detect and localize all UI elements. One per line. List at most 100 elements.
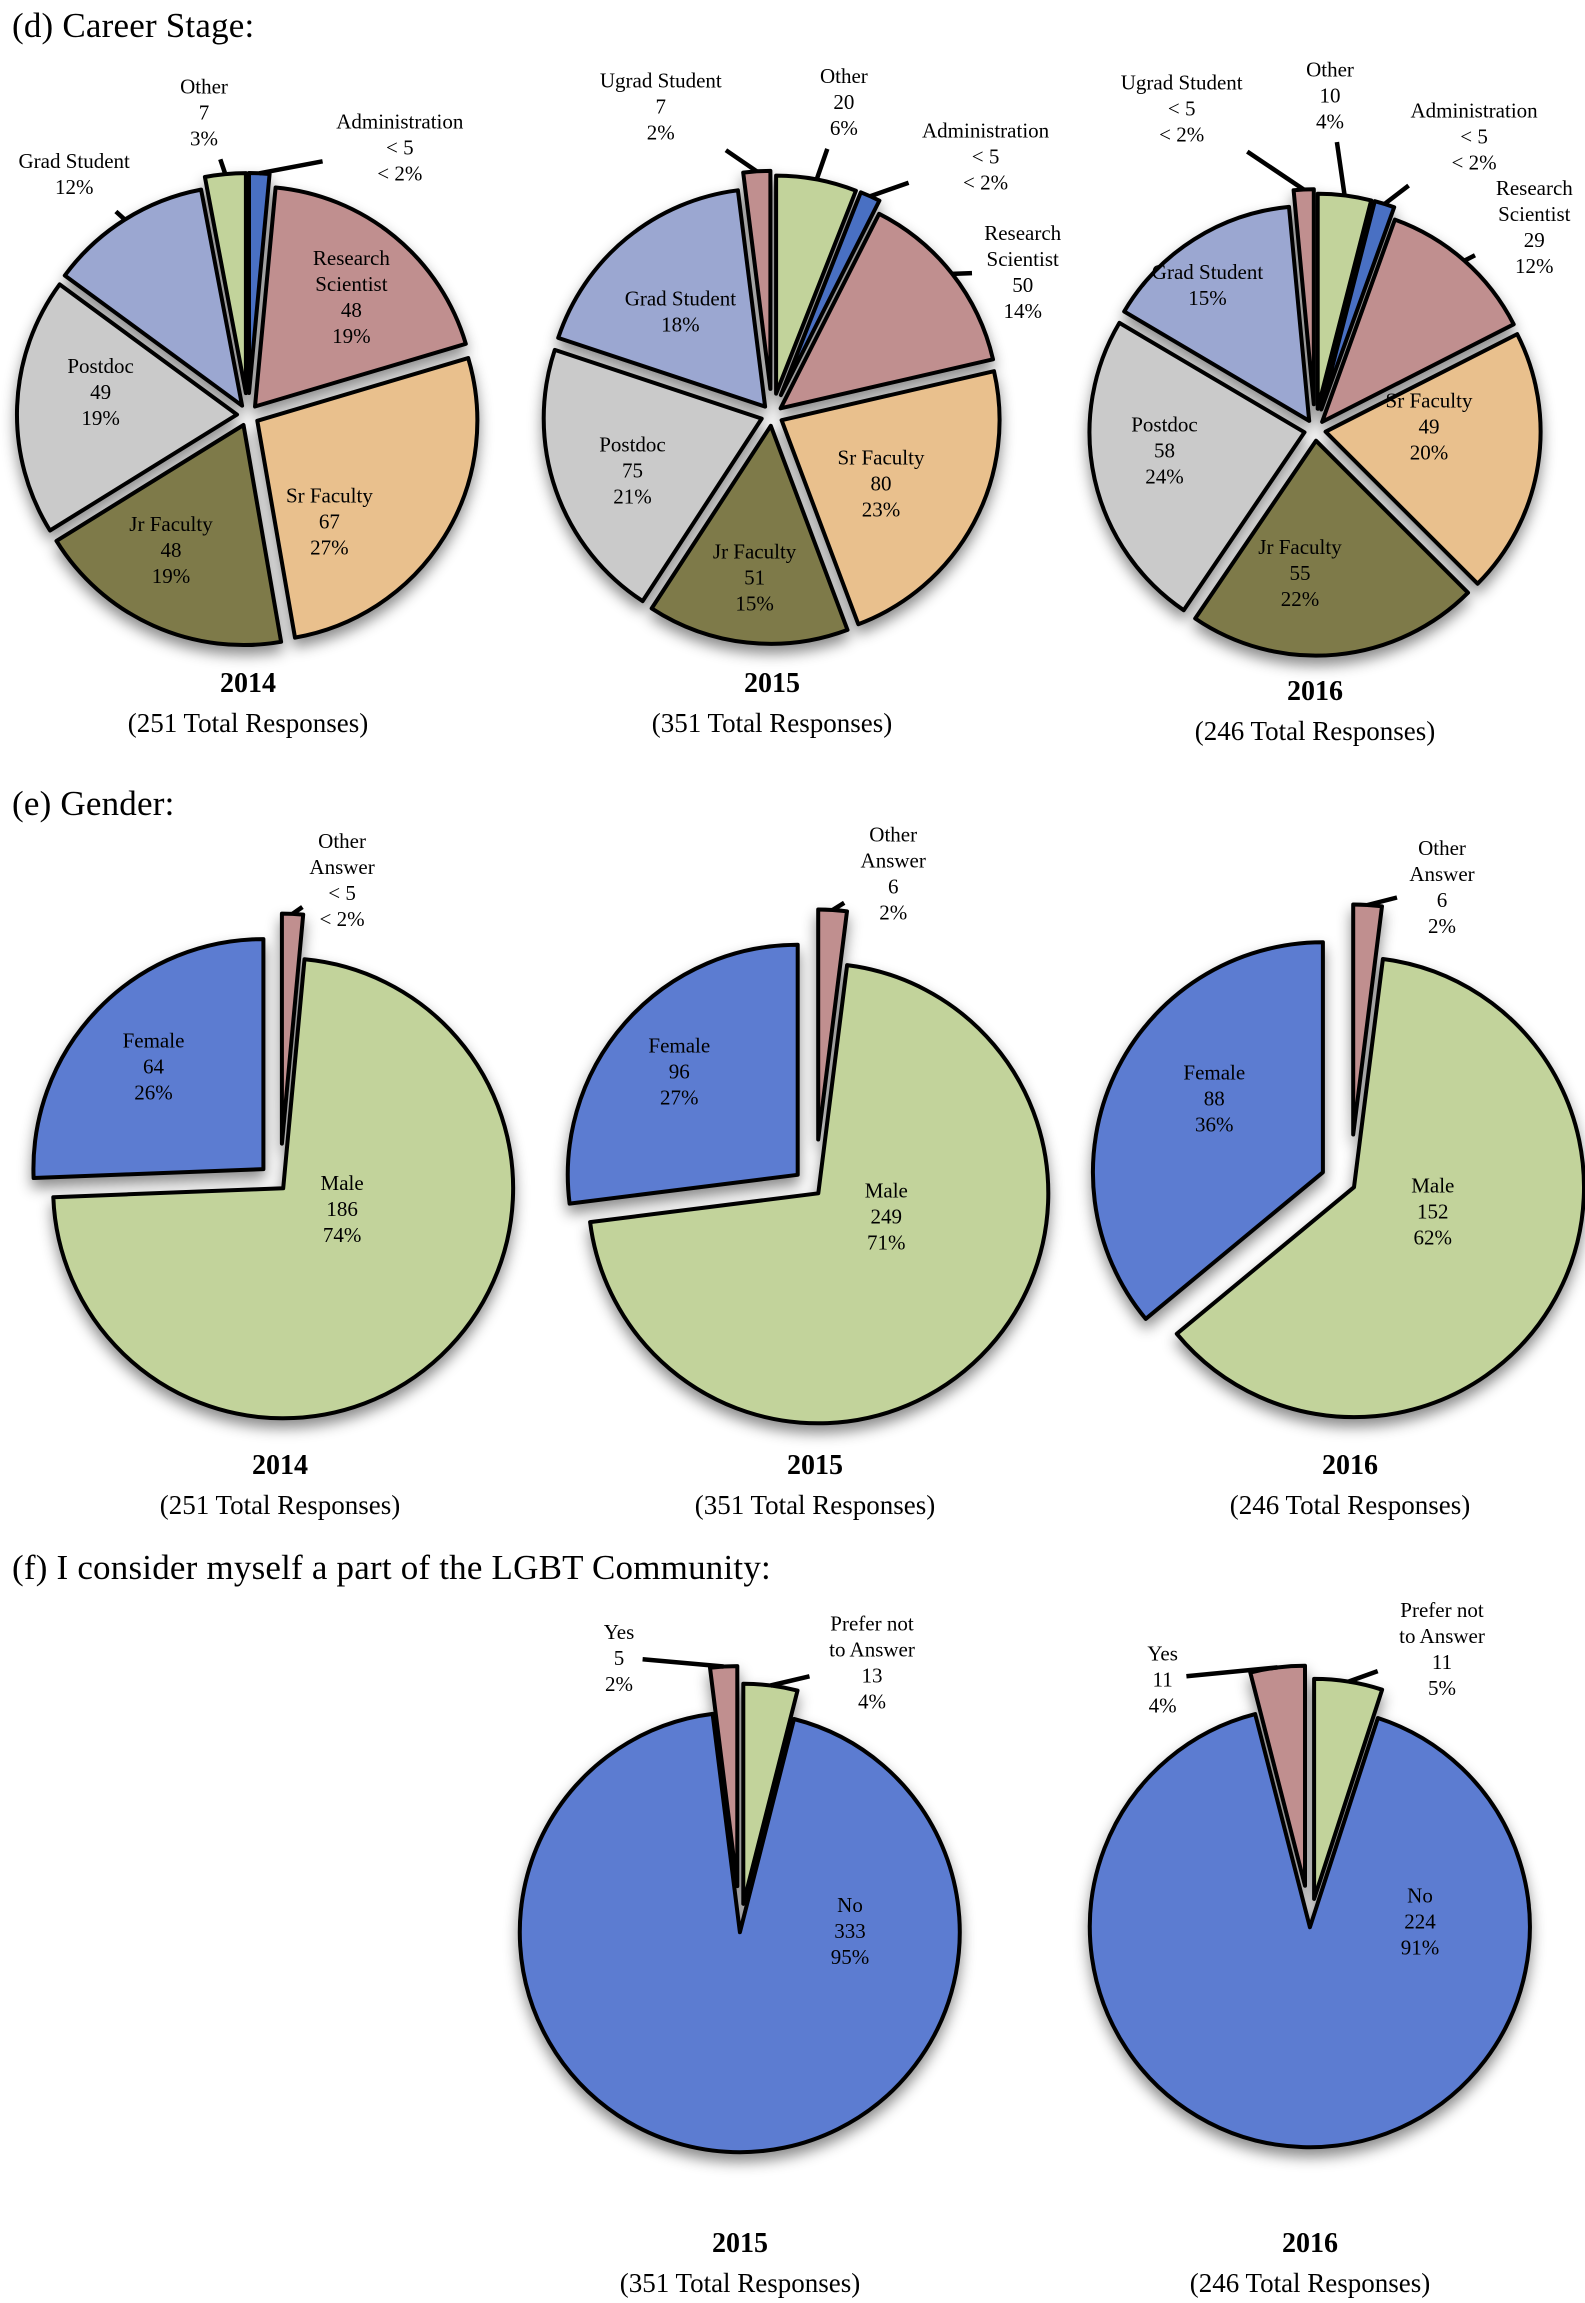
leader-line-lgbt-2016-yes (1186, 1665, 1278, 1679)
slice-label-gender-2014-female: Female 64 26% (123, 1028, 185, 1104)
slice-label-career-2016-jr-faculty: Jr Faculty 55 22% (1258, 535, 1342, 611)
chart-year-career-2014: 2014 (220, 668, 276, 699)
chart-year-gender-2014: 2014 (252, 1450, 308, 1481)
slice-label-gender-2014-other-answer: Other Answer < 5 < 2% (309, 829, 374, 931)
chart-total-lgbt-2016: (246 Total Responses) (1190, 2268, 1431, 2298)
slice-label-gender-2016-male: Male 152 62% (1411, 1173, 1454, 1249)
section-e-title: (e) Gender: (12, 784, 175, 823)
leader-line-career-2015-ugrad-student (724, 148, 758, 174)
leader-line-career-2014-administration (258, 159, 324, 176)
slice-label-career-2016-ugrad-student: Ugrad Student < 5 < 2% (1121, 71, 1243, 147)
chart-year-gender-2015: 2015 (787, 1450, 843, 1481)
slice-lgbt-2015-no (517, 1711, 962, 2155)
pie-slices-lgbt-2016 (1087, 1663, 1532, 2150)
slice-career-2014-sr-faculty (255, 356, 480, 640)
leader-line-career-2016-ugrad-student (1246, 149, 1305, 192)
chart-total-career-2014: (251 Total Responses) (128, 708, 369, 738)
pie-slices-gender-2014 (31, 911, 516, 1421)
slice-career-2016-jr-faculty (1193, 438, 1470, 658)
slice-label-career-2015-ugrad-student: Ugrad Student 7 2% (600, 68, 722, 144)
slice-label-career-2015-sr-faculty: Sr Faculty 80 23% (838, 446, 925, 522)
leader-line-career-2015-other (814, 148, 830, 181)
section-f-title: (f) I consider myself a part of the LGBT… (12, 1548, 771, 1587)
slice-label-career-2014-grad-student: Grad Student 12% (18, 149, 130, 199)
slice-career-2016-sr-faculty (1323, 332, 1543, 586)
slice-label-lgbt-2015-yes: Yes 5 2% (604, 1620, 635, 1696)
slice-career-2014-postdoc (14, 282, 239, 533)
slice-career-2016-postdoc (1087, 320, 1307, 613)
pie-slices-career-2014 (14, 171, 480, 648)
charts-root: Administration < 5 < 2% Research Scientist 48… (14, 58, 1585, 2298)
section-d-title: (d) Career Stage: (12, 6, 255, 45)
slice-label-lgbt-2015-no: No 333 95% (831, 1893, 870, 1969)
chart-year-lgbt-2016: 2016 (1282, 2228, 1338, 2259)
pie-slices-gender-2016 (1090, 902, 1585, 1420)
chart-year-lgbt-2015: 2015 (712, 2228, 768, 2259)
slice-label-career-2015-administration: Administration < 5 < 2% (922, 119, 1050, 195)
chart-year-career-2016: 2016 (1287, 676, 1343, 707)
slice-gender-2015-male (588, 963, 1051, 1426)
leader-line-career-2015-research-scientist (952, 270, 973, 277)
slice-label-gender-2016-female: Female 88 36% (1183, 1061, 1245, 1137)
slice-label-gender-2014-male: Male 186 74% (321, 1171, 364, 1247)
leader-line-career-2014-other (218, 158, 228, 175)
slice-label-career-2016-other: Other 10 4% (1306, 58, 1354, 134)
slice-label-career-2015-other: Other 20 6% (820, 64, 868, 140)
slice-label-career-2016-postdoc: Postdoc 58 24% (1131, 412, 1198, 488)
pie-chart-career-2016: Other 10 4% Administration < 5 < 2%Research Sc… (1087, 58, 1573, 746)
slice-label-career-2016-sr-faculty: Sr Faculty 49 20% (1386, 389, 1473, 465)
leader-line-career-2016-other (1334, 141, 1347, 196)
slice-label-gender-2015-other-answer: Other Answer 6 2% (861, 823, 926, 925)
chart-total-career-2015: (351 Total Responses) (652, 708, 893, 738)
slice-career-2015-postdoc (541, 347, 764, 604)
pie-chart-gender-2014: Other Answer < 5 < 2% Male 186 74% Female 64 26% 2… (31, 829, 516, 1520)
slice-lgbt-2016-no (1087, 1712, 1532, 2150)
slice-label-career-2015-research-scientist: Research Scientist 50 14% (984, 221, 1061, 323)
slice-label-gender-2016-other-answer: Other Answer 6 2% (1409, 836, 1474, 938)
slice-career-2015-ugrad-student (741, 168, 773, 391)
leader-line-lgbt-2015-prefer-not-to-answer (770, 1674, 811, 1688)
slice-label-career-2015-postdoc: Postdoc 75 21% (599, 433, 666, 509)
slice-label-career-2016-grad-student: Grad Student 15% (1152, 260, 1264, 310)
slice-career-2014-research-scientist (253, 185, 468, 409)
leader-line-lgbt-2016-prefer-not-to-answer (1347, 1668, 1379, 1684)
slice-gender-2015-female (565, 942, 800, 1206)
slice-label-gender-2015-female: Female 96 27% (648, 1033, 710, 1109)
pie-chart-gender-2015: Other Answer 6 2% Male 249 71% Female 96 27% 2015 (… (565, 823, 1051, 1520)
slice-label-career-2016-administration: Administration < 5 < 2% (1411, 98, 1539, 174)
slice-gender-2014-female (31, 937, 266, 1180)
slice-label-career-2014-other: Other 7 3% (180, 74, 228, 150)
slice-label-lgbt-2016-yes: Yes 11 4% (1147, 1642, 1178, 1718)
chart-total-gender-2015: (351 Total Responses) (695, 1490, 936, 1520)
leader-line-gender-2016-other-answer (1367, 895, 1398, 908)
slice-label-career-2014-postdoc: Postdoc 49 19% (67, 354, 134, 430)
leader-line-lgbt-2015-yes (642, 1657, 724, 1669)
leader-line-gender-2014-other-answer (291, 905, 304, 916)
slice-label-lgbt-2015-prefer-not-to-answer: Prefer not to Answer 13 4% (829, 1612, 915, 1714)
slice-career-2014-jr-faculty (54, 423, 284, 648)
chart-total-gender-2014: (251 Total Responses) (160, 1490, 401, 1520)
pie-chart-gender-2016: Other Answer 6 2% Male 152 62% Female 88 36% 2016 (… (1090, 836, 1585, 1520)
slice-lgbt-2015-prefer-not-to-answer (741, 1681, 800, 1906)
slice-label-career-2015-grad-student: Grad Student 18% (625, 286, 737, 336)
leader-line-gender-2015-other-answer (831, 900, 846, 912)
slice-gender-2016-male (1174, 957, 1585, 1420)
slice-label-lgbt-2016-prefer-not-to-answer: Prefer not to Answer 11 5% (1399, 1598, 1485, 1700)
chart-year-gender-2016: 2016 (1322, 1450, 1378, 1481)
slice-career-2015-administration (778, 190, 882, 398)
slice-career-2014-grad-student (62, 187, 245, 408)
chart-total-gender-2016: (246 Total Responses) (1230, 1490, 1471, 1520)
pie-slices-lgbt-2015 (517, 1664, 962, 2155)
pie-chart-lgbt-2015: Prefer not to Answer 13 4% No 333 95% Yes 5 2% 201… (517, 1612, 962, 2298)
slice-label-lgbt-2016-no: No 224 91% (1401, 1884, 1440, 1960)
pie-slices-gender-2015 (565, 907, 1051, 1426)
pie-chart-career-2015: Other 20 6% Administration < 5 < 2% Research Sc… (541, 64, 1062, 738)
slice-label-career-2014-sr-faculty: Sr Faculty 67 27% (286, 484, 373, 560)
slice-career-2015-other (774, 173, 858, 396)
slice-gender-2014-other-answer (279, 911, 306, 1146)
pie-chart-lgbt-2016: Prefer not to Answer 11 5% No 224 91% Yes 11 4% 20… (1087, 1598, 1532, 2298)
leader-line-career-2015-administration (869, 180, 910, 199)
chart-total-career-2016: (246 Total Responses) (1195, 716, 1436, 746)
pie-chart-career-2014: Administration < 5 < 2% Research Scientist 48… (14, 74, 480, 738)
